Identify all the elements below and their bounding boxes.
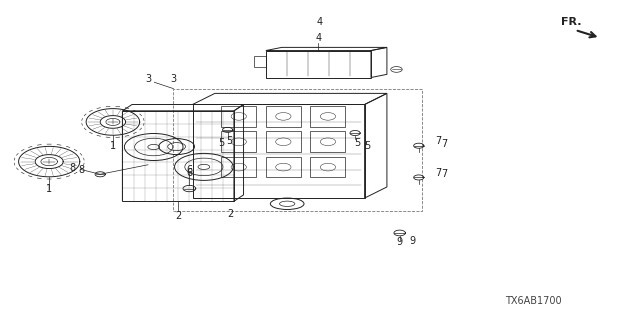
Text: 2: 2 xyxy=(228,209,234,219)
Text: 1: 1 xyxy=(110,141,116,151)
Text: 7: 7 xyxy=(435,168,441,178)
Text: 5: 5 xyxy=(354,138,360,148)
Text: 5: 5 xyxy=(227,136,232,146)
Text: 4: 4 xyxy=(316,33,321,43)
Text: 4: 4 xyxy=(317,17,323,27)
Text: 3: 3 xyxy=(170,74,177,84)
Text: 5: 5 xyxy=(218,138,225,148)
Text: 8: 8 xyxy=(70,163,76,173)
Text: 1: 1 xyxy=(46,184,52,194)
Text: TX6AB1700: TX6AB1700 xyxy=(505,296,562,306)
Bar xyxy=(254,56,266,67)
Bar xyxy=(266,157,301,178)
Bar xyxy=(310,132,346,152)
Text: 3: 3 xyxy=(145,74,151,84)
Text: 7: 7 xyxy=(441,169,447,179)
Text: FR.: FR. xyxy=(561,17,582,27)
Bar xyxy=(221,106,256,127)
Text: 6: 6 xyxy=(186,168,193,178)
Text: 9: 9 xyxy=(410,236,415,246)
Bar xyxy=(266,106,301,127)
Bar xyxy=(310,106,346,127)
Text: 5: 5 xyxy=(365,141,371,151)
Text: 9: 9 xyxy=(397,237,403,247)
Bar xyxy=(266,51,371,77)
Text: 6: 6 xyxy=(186,164,193,174)
Bar xyxy=(266,132,301,152)
Text: 7: 7 xyxy=(435,136,441,146)
Text: 8: 8 xyxy=(78,164,84,174)
Bar xyxy=(310,157,346,178)
Bar xyxy=(173,89,422,211)
Text: 7: 7 xyxy=(441,139,447,149)
Bar xyxy=(221,157,256,178)
Bar xyxy=(221,132,256,152)
Text: 2: 2 xyxy=(175,211,181,220)
